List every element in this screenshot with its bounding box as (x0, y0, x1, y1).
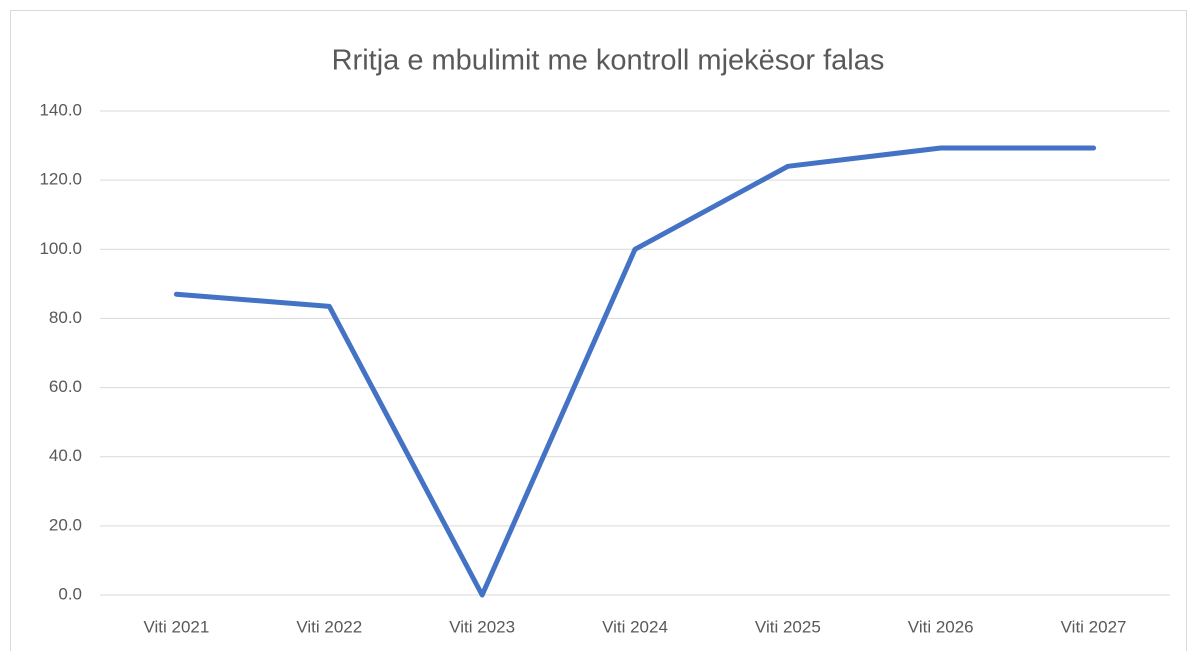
x-tick-label: Viti 2027 (1061, 617, 1127, 636)
line-series (173, 145, 1097, 598)
y-tick-label: 60.0 (49, 377, 82, 396)
x-tick-label: Viti 2021 (143, 617, 209, 636)
x-tick-label: Viti 2026 (908, 617, 974, 636)
y-tick-label: 20.0 (49, 515, 82, 534)
x-tick-label: Viti 2024 (602, 617, 668, 636)
y-tick-label: 100.0 (39, 239, 82, 258)
chart-title: Rritja e mbulimit me kontroll mjekësor f… (332, 45, 885, 77)
y-tick-label: 40.0 (49, 446, 82, 465)
x-tick-label: Viti 2023 (449, 617, 515, 636)
y-tick-label: 0.0 (58, 584, 82, 603)
y-tick-label: 80.0 (49, 308, 82, 327)
y-tick-label: 120.0 (39, 170, 82, 189)
x-tick-label: Viti 2025 (755, 617, 821, 636)
x-tick-label: Viti 2022 (296, 617, 362, 636)
y-tick-label: 140.0 (39, 100, 82, 119)
